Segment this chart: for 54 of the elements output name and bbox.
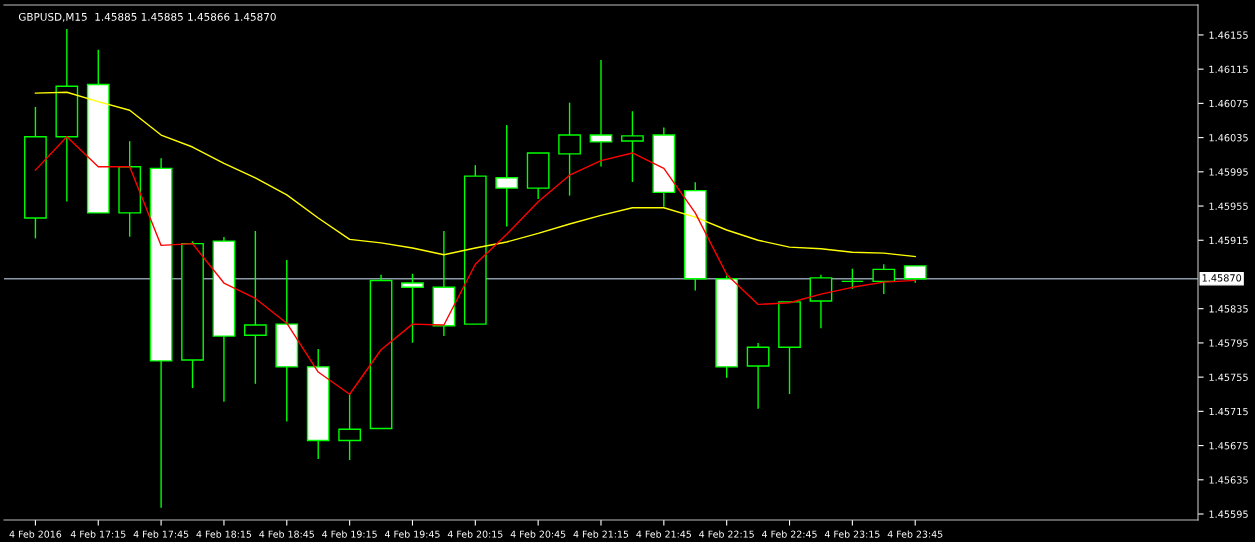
candlestick: [589, 59, 613, 167]
y-tick-label: 1.45915: [1209, 236, 1248, 245]
y-tick-label: 1.46115: [1209, 65, 1248, 73]
y-tick-label: 1.45835: [1209, 305, 1248, 313]
y-tick-label: 1.45955: [1209, 202, 1248, 210]
y-tick-label: 1.45595: [1209, 510, 1248, 518]
candlestick: [746, 343, 770, 409]
candlestick: [338, 393, 362, 460]
candlestick: [432, 231, 456, 336]
y-tick-label: 1.46075: [1209, 99, 1248, 108]
x-tick-label: 4 Feb 21:45: [636, 530, 691, 538]
text: GBPUSD,M15 1.45885 1.45885 1.45866 1.45870: [18, 12, 276, 22]
y-tick-label: 1.45675: [1209, 442, 1248, 450]
x-tick-label: 4 Feb 20:45: [510, 530, 566, 538]
x-tick-label: 4 Feb 19:45: [384, 530, 440, 538]
candlestick: [275, 260, 299, 422]
line-series: [34, 91, 916, 258]
candlestick: [212, 236, 236, 402]
candlestick: [55, 29, 79, 202]
x-tick-label: 4 Feb 18:45: [259, 530, 314, 538]
line-series: [34, 136, 916, 395]
y-tick-label: 1.45995: [1209, 168, 1248, 176]
x-tick-label: 4 Feb 23:15: [824, 530, 880, 538]
x-tick-label: 4 Feb 22:15: [699, 530, 754, 538]
candlestick: [243, 231, 267, 384]
candlestick: [526, 152, 550, 200]
y-tick-label: 1.45795: [1209, 339, 1248, 347]
y-tick-label: 1.46035: [1209, 134, 1248, 142]
candlestick: [149, 158, 173, 508]
y-tick-label: 1.45635: [1209, 476, 1248, 484]
x-tick-label: 4 Feb 18:15: [196, 530, 252, 538]
y-tick-label: 1.45755: [1209, 373, 1248, 381]
candlestick: [24, 106, 47, 239]
ref-line-label: 1.45870: [1202, 274, 1242, 282]
x-tick-label: 4 Feb 20:15: [447, 530, 503, 538]
y-tick-label: 1.45715: [1209, 407, 1248, 416]
x-tick-label: 4 Feb 21:15: [573, 530, 629, 538]
candlestick: [118, 141, 142, 237]
x-tick-label: 4 Feb 23:45: [887, 530, 943, 538]
x-tick-label: 4 Feb 17:15: [70, 530, 126, 538]
x-tick-label: 4 Feb 2016: [9, 530, 62, 538]
candlestick: [181, 241, 204, 389]
x-tick-label: 4 Feb 19:15: [322, 530, 377, 538]
candlestick: [495, 124, 519, 227]
x-tick-label: 4 Feb 17:45: [133, 530, 189, 538]
candlestick: [809, 274, 833, 329]
candlestick: [558, 102, 581, 196]
candlestick: [86, 49, 110, 214]
x-tick-label: 4 Feb 22:45: [762, 530, 817, 538]
candlestick: [778, 301, 801, 395]
candlestick: [369, 274, 393, 430]
candlestick: [621, 111, 644, 182]
y-tick-label: 1.46155: [1209, 31, 1248, 39]
candlestick: [652, 127, 676, 207]
